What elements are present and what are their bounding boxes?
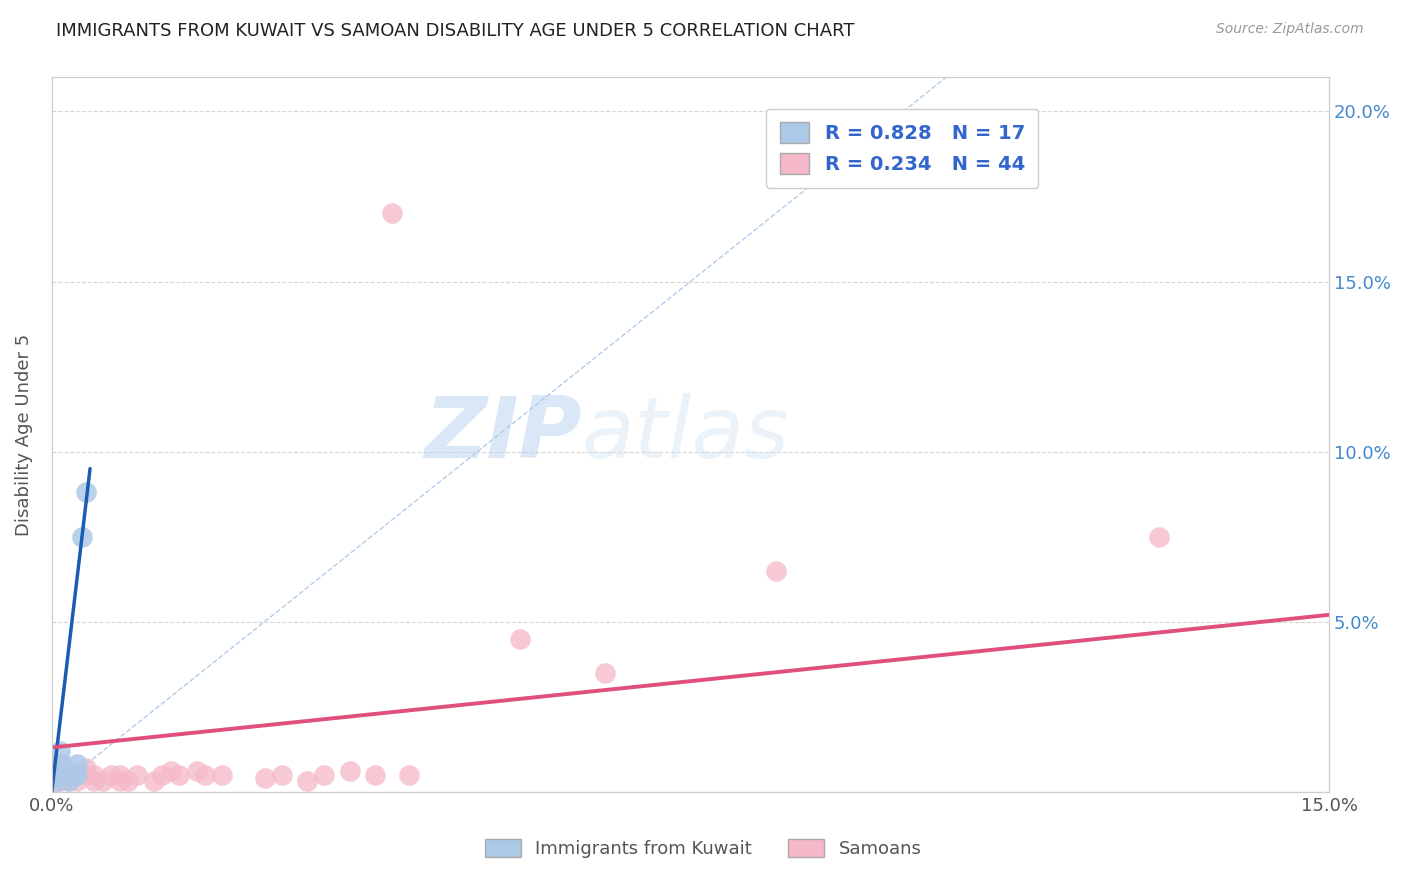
Point — [765, 564, 787, 578]
Point — [53, 767, 76, 781]
Point — [160, 764, 183, 779]
Text: IMMIGRANTS FROM KUWAIT VS SAMOAN DISABILITY AGE UNDER 5 CORRELATION CHART: IMMIGRANTS FROM KUWAIT VS SAMOAN DISABIL… — [56, 22, 855, 40]
Point — [169, 767, 191, 781]
Point — [58, 767, 80, 781]
Point — [142, 774, 165, 789]
Point — [58, 774, 80, 789]
Point — [339, 764, 361, 779]
Legend: R = 0.828   N = 17, R = 0.234   N = 44: R = 0.828 N = 17, R = 0.234 N = 44 — [766, 109, 1039, 188]
Point — [59, 767, 82, 781]
Point — [211, 767, 233, 781]
Point — [595, 665, 617, 680]
Point — [46, 774, 69, 789]
Point — [66, 767, 89, 781]
Point — [108, 767, 131, 781]
Point — [125, 767, 148, 781]
Point — [253, 771, 276, 785]
Point — [49, 744, 72, 758]
Point — [398, 767, 420, 781]
Point — [48, 767, 70, 781]
Point — [66, 774, 89, 789]
Point — [51, 767, 73, 781]
Y-axis label: Disability Age Under 5: Disability Age Under 5 — [15, 334, 32, 536]
Point — [51, 757, 73, 772]
Point — [297, 774, 319, 789]
Point — [41, 774, 63, 789]
Point — [108, 774, 131, 789]
Point — [1147, 530, 1170, 544]
Point — [117, 774, 139, 789]
Point — [91, 774, 114, 789]
Text: ZIP: ZIP — [425, 393, 582, 476]
Point — [45, 767, 67, 781]
Point — [58, 774, 80, 789]
Point — [44, 774, 66, 789]
Point — [152, 767, 174, 781]
Point — [49, 774, 72, 789]
Point — [66, 757, 89, 772]
Point — [186, 764, 208, 779]
Point — [100, 767, 122, 781]
Point — [75, 761, 97, 775]
Point — [75, 767, 97, 781]
Point — [49, 767, 72, 781]
Point — [51, 767, 73, 781]
Point — [381, 206, 404, 220]
Point — [83, 774, 105, 789]
Legend: Immigrants from Kuwait, Samoans: Immigrants from Kuwait, Samoans — [478, 831, 928, 865]
Point — [83, 767, 105, 781]
Point — [59, 764, 82, 779]
Point — [314, 767, 336, 781]
Point — [70, 530, 93, 544]
Point — [270, 767, 292, 781]
Point — [364, 767, 387, 781]
Point — [44, 767, 66, 781]
Point — [194, 767, 217, 781]
Point — [41, 761, 63, 775]
Point — [66, 767, 89, 781]
Point — [45, 774, 67, 789]
Point — [75, 485, 97, 500]
Point — [53, 767, 76, 781]
Point — [41, 767, 63, 781]
Point — [58, 767, 80, 781]
Point — [509, 632, 531, 646]
Text: Source: ZipAtlas.com: Source: ZipAtlas.com — [1216, 22, 1364, 37]
Point — [49, 757, 72, 772]
Text: atlas: atlas — [582, 393, 790, 476]
Point — [62, 767, 84, 781]
Point — [45, 757, 67, 772]
